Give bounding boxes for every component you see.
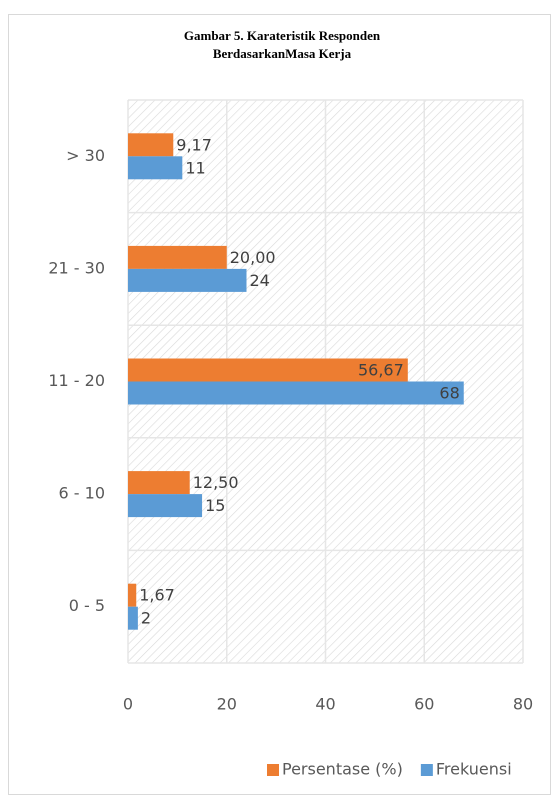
bar — [128, 471, 190, 495]
y-tick-label: 11 - 20 — [48, 371, 105, 390]
value-label: 24 — [250, 271, 270, 290]
value-label: 15 — [205, 496, 225, 515]
bar — [128, 156, 183, 180]
value-label: 68 — [439, 384, 459, 403]
y-tick-label: 0 - 5 — [69, 596, 105, 615]
legend-label: Persentase (%) — [282, 760, 403, 779]
bar — [128, 245, 227, 269]
bar — [128, 381, 464, 405]
legend-label: Frekuensi — [436, 760, 512, 779]
value-label: 9,17 — [176, 135, 212, 154]
legend-swatch — [420, 764, 433, 776]
value-label: 20,00 — [230, 248, 276, 267]
x-tick-label: 80 — [513, 695, 533, 714]
value-label: 2 — [141, 609, 151, 628]
value-label: 12,50 — [193, 473, 239, 492]
x-tick-label: 60 — [414, 695, 434, 714]
value-label: 56,67 — [358, 361, 404, 380]
chart-title: Gambar 5. Karateristik Responden — [184, 28, 381, 43]
x-tick-label: 40 — [315, 695, 335, 714]
bar — [128, 494, 203, 518]
x-tick-label: 0 — [123, 695, 133, 714]
bar — [128, 583, 137, 607]
chart-title: BerdasarkanMasa Kerja — [213, 46, 352, 61]
value-label: 11 — [185, 158, 205, 177]
x-tick-label: 20 — [217, 695, 237, 714]
legend-swatch — [267, 764, 279, 776]
bar — [128, 358, 408, 382]
y-tick-label: 6 - 10 — [59, 484, 105, 503]
value-label: 1,67 — [139, 586, 175, 605]
bar — [128, 606, 138, 630]
y-tick-label: > 30 — [66, 146, 105, 165]
y-tick-label: 21 - 30 — [48, 258, 105, 277]
bar — [128, 133, 174, 157]
bar — [128, 268, 247, 292]
